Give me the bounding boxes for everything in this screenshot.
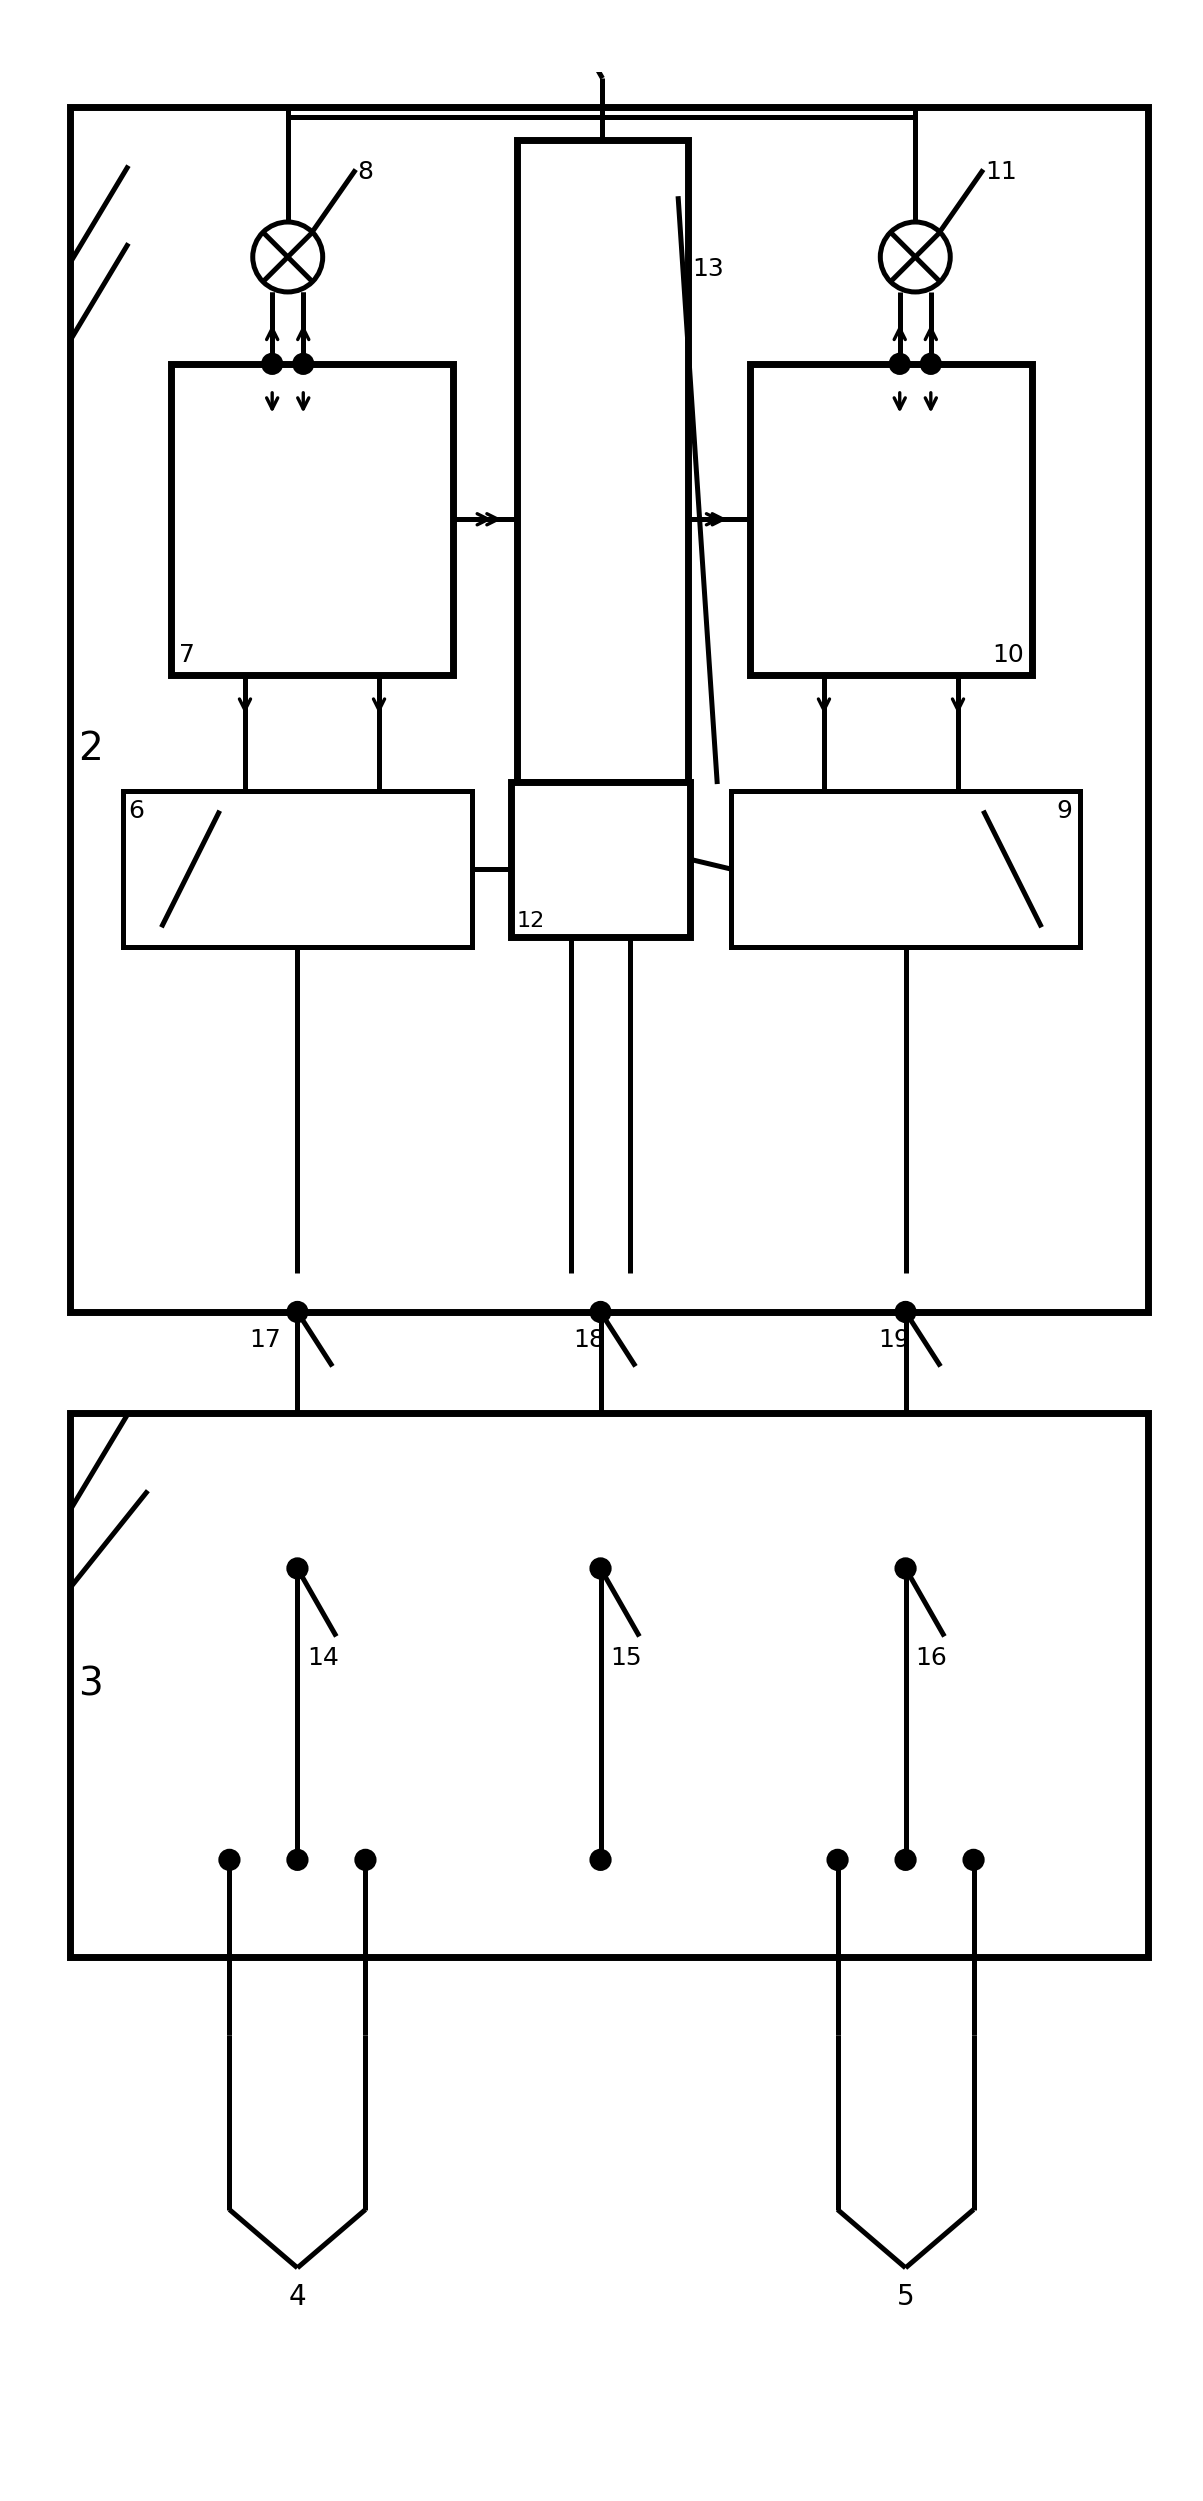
Text: 4: 4 (289, 2283, 307, 2311)
Circle shape (828, 1851, 847, 1871)
Text: 1: 1 (538, 0, 553, 5)
Text: 10: 10 (992, 643, 1024, 668)
Circle shape (890, 355, 909, 373)
Circle shape (294, 355, 313, 373)
Bar (70, 1413, 1149, 1956)
Circle shape (220, 1851, 239, 1871)
Text: 18: 18 (573, 1328, 605, 1351)
Bar (171, 363, 452, 675)
Bar (517, 140, 688, 780)
Text: 16: 16 (915, 1646, 947, 1671)
Circle shape (964, 1851, 983, 1871)
Circle shape (896, 1303, 915, 1321)
Text: 6: 6 (129, 798, 144, 823)
Text: 3: 3 (78, 1666, 102, 1703)
Text: 9: 9 (1056, 798, 1073, 823)
Text: 11: 11 (985, 160, 1017, 185)
Bar (730, 790, 1080, 948)
Circle shape (591, 1558, 610, 1578)
Circle shape (288, 1558, 307, 1578)
Bar (511, 780, 689, 938)
Text: 19: 19 (878, 1328, 909, 1351)
Circle shape (896, 1851, 915, 1871)
Text: 12: 12 (517, 910, 545, 930)
Circle shape (262, 355, 282, 373)
Text: 17: 17 (249, 1328, 280, 1351)
Circle shape (896, 1558, 915, 1578)
Circle shape (356, 1851, 375, 1871)
Bar (751, 363, 1032, 675)
Circle shape (288, 1851, 307, 1871)
Text: 5: 5 (896, 2283, 914, 2311)
Text: 13: 13 (692, 258, 723, 280)
Circle shape (288, 1303, 307, 1321)
Text: 14: 14 (307, 1646, 339, 1671)
Bar (70, 108, 1149, 1313)
Circle shape (921, 355, 941, 373)
Text: 7: 7 (179, 643, 195, 668)
Text: 15: 15 (610, 1646, 642, 1671)
Circle shape (591, 1303, 610, 1321)
Circle shape (591, 1851, 610, 1871)
Bar (123, 790, 473, 948)
Text: 2: 2 (78, 730, 102, 768)
Text: 8: 8 (357, 160, 374, 185)
